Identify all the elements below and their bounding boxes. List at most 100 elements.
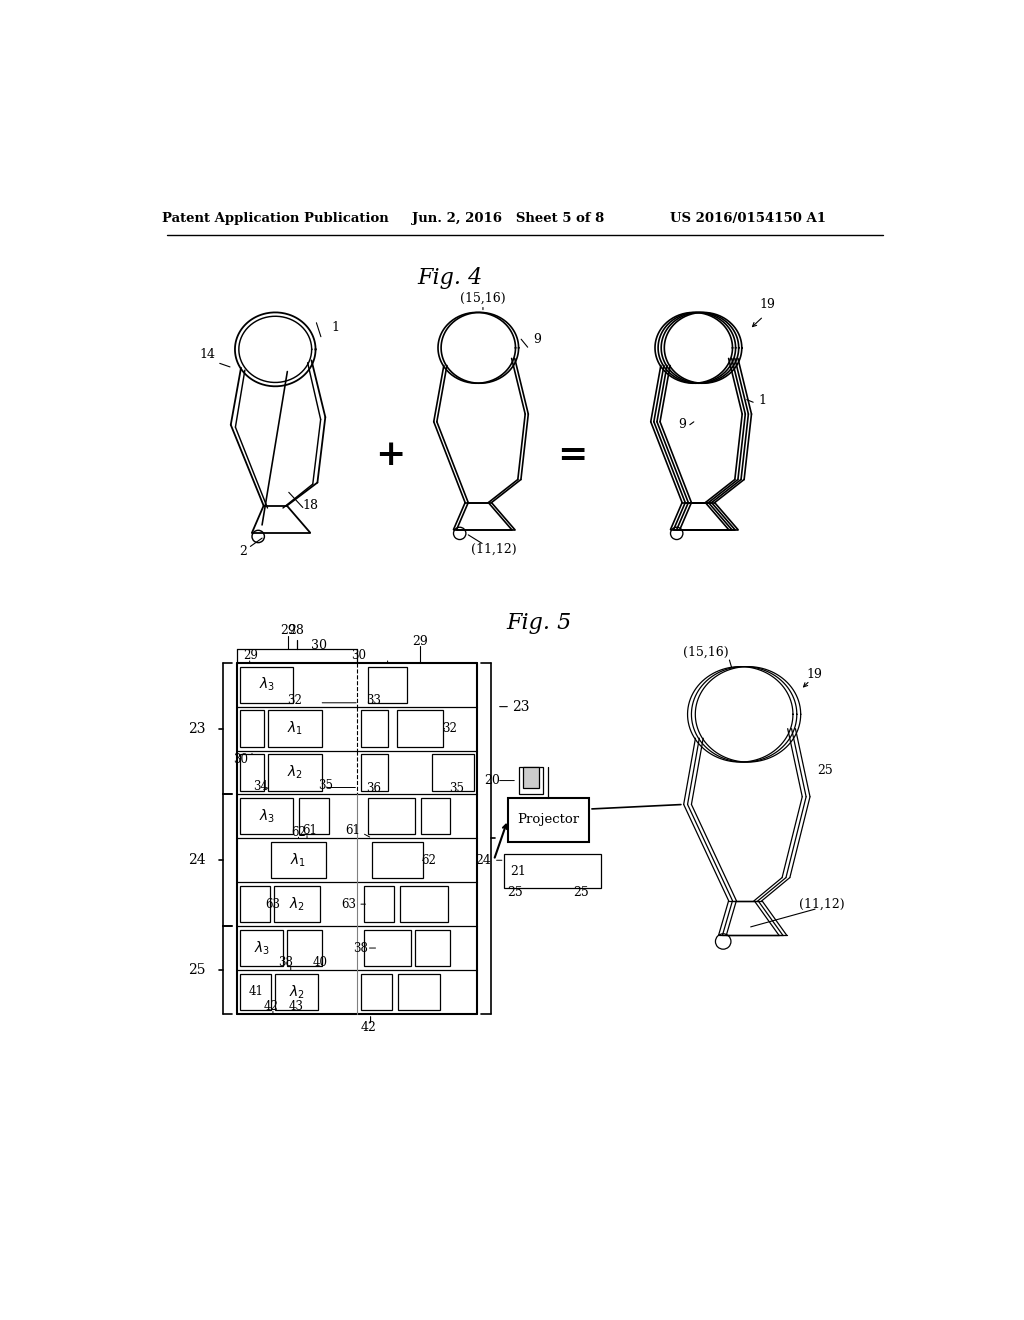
Text: =: = bbox=[557, 438, 587, 471]
Text: $\lambda_3$: $\lambda_3$ bbox=[259, 808, 274, 825]
Circle shape bbox=[454, 527, 466, 540]
Text: 42: 42 bbox=[264, 999, 279, 1012]
Text: 40: 40 bbox=[312, 956, 328, 969]
Text: 32: 32 bbox=[287, 694, 302, 708]
Text: 20: 20 bbox=[484, 774, 500, 787]
Text: US 2016/0154150 A1: US 2016/0154150 A1 bbox=[670, 213, 826, 224]
Text: 25: 25 bbox=[188, 964, 206, 977]
Text: 1: 1 bbox=[332, 321, 340, 334]
Bar bbox=[267, 710, 322, 747]
Text: (15,16): (15,16) bbox=[683, 647, 728, 659]
Text: 35: 35 bbox=[318, 779, 333, 792]
Bar bbox=[360, 755, 388, 791]
Circle shape bbox=[671, 527, 683, 540]
Text: 14: 14 bbox=[199, 348, 215, 362]
Bar bbox=[365, 929, 411, 966]
Text: 23: 23 bbox=[512, 700, 529, 714]
Bar bbox=[241, 974, 271, 1010]
Bar bbox=[271, 842, 326, 878]
Text: Fig. 4: Fig. 4 bbox=[417, 267, 482, 289]
Text: 34: 34 bbox=[254, 780, 268, 793]
Text: 29: 29 bbox=[243, 648, 258, 661]
Text: $\lambda_2$: $\lambda_2$ bbox=[289, 895, 305, 913]
Text: $\lambda_3$: $\lambda_3$ bbox=[259, 676, 274, 693]
Bar bbox=[299, 799, 329, 834]
Bar bbox=[287, 929, 322, 966]
Text: 29: 29 bbox=[281, 624, 296, 638]
Text: Fig. 5: Fig. 5 bbox=[506, 611, 571, 634]
Text: Patent Application Publication: Patent Application Publication bbox=[162, 213, 389, 224]
Bar bbox=[400, 886, 449, 923]
Bar bbox=[369, 799, 415, 834]
Text: 43: 43 bbox=[289, 999, 304, 1012]
Bar bbox=[504, 854, 601, 888]
Text: 24: 24 bbox=[187, 853, 206, 867]
Text: $\lambda_1$: $\lambda_1$ bbox=[291, 851, 306, 869]
Text: 23: 23 bbox=[188, 722, 206, 735]
Text: (15,16): (15,16) bbox=[460, 292, 506, 305]
Text: 2: 2 bbox=[239, 545, 247, 558]
Text: 21: 21 bbox=[510, 865, 526, 878]
Text: 62: 62 bbox=[421, 854, 436, 867]
Bar bbox=[421, 799, 451, 834]
Bar bbox=[241, 799, 293, 834]
Text: Jun. 2, 2016   Sheet 5 of 8: Jun. 2, 2016 Sheet 5 of 8 bbox=[412, 213, 604, 224]
Bar bbox=[241, 886, 270, 923]
Text: 25: 25 bbox=[508, 886, 523, 899]
Text: $\lambda_2$: $\lambda_2$ bbox=[289, 983, 304, 1001]
Text: 35: 35 bbox=[450, 781, 464, 795]
Circle shape bbox=[716, 933, 731, 949]
Bar bbox=[372, 842, 423, 878]
Text: 42: 42 bbox=[360, 1022, 376, 1035]
Text: 41: 41 bbox=[249, 986, 263, 998]
Text: +: + bbox=[375, 438, 406, 471]
Text: 38: 38 bbox=[353, 941, 369, 954]
Bar bbox=[241, 755, 263, 791]
Text: 61: 61 bbox=[302, 824, 317, 837]
Bar bbox=[369, 667, 407, 702]
Bar bbox=[397, 974, 440, 1010]
Text: $\lambda_1$: $\lambda_1$ bbox=[287, 719, 303, 738]
Text: 25: 25 bbox=[817, 764, 834, 777]
Bar bbox=[360, 974, 391, 1010]
Bar bbox=[360, 710, 388, 747]
Text: 19: 19 bbox=[760, 298, 775, 312]
Text: $\lambda_2$: $\lambda_2$ bbox=[287, 764, 303, 781]
Bar bbox=[523, 767, 539, 788]
Text: 30: 30 bbox=[233, 754, 248, 767]
Bar bbox=[365, 886, 394, 923]
Text: 63: 63 bbox=[342, 898, 356, 911]
Bar bbox=[267, 755, 322, 791]
Text: 24: 24 bbox=[475, 854, 490, 867]
Bar bbox=[519, 767, 543, 793]
Text: Projector: Projector bbox=[517, 813, 580, 826]
Bar bbox=[241, 710, 263, 747]
Text: (11,12): (11,12) bbox=[471, 543, 517, 556]
Bar bbox=[275, 974, 317, 1010]
Text: 18: 18 bbox=[302, 499, 318, 512]
Circle shape bbox=[252, 531, 264, 543]
Text: 30: 30 bbox=[351, 648, 366, 661]
Text: 19: 19 bbox=[806, 668, 822, 681]
Text: 32: 32 bbox=[442, 722, 457, 735]
Text: 9: 9 bbox=[534, 333, 541, 346]
Text: 38: 38 bbox=[278, 956, 293, 969]
Text: 36: 36 bbox=[367, 781, 382, 795]
Text: 30: 30 bbox=[311, 639, 328, 652]
Text: 29: 29 bbox=[413, 635, 428, 648]
Text: 63: 63 bbox=[265, 898, 281, 911]
Text: $\lambda_3$: $\lambda_3$ bbox=[254, 940, 269, 957]
Text: (11,12): (11,12) bbox=[799, 898, 845, 911]
Text: 61: 61 bbox=[346, 824, 360, 837]
Bar bbox=[508, 797, 589, 842]
Text: 62: 62 bbox=[291, 825, 306, 838]
Text: 1: 1 bbox=[758, 395, 766, 408]
Text: 33: 33 bbox=[367, 694, 382, 708]
Text: 28: 28 bbox=[289, 624, 304, 638]
Bar bbox=[415, 929, 450, 966]
Bar bbox=[241, 929, 283, 966]
Bar bbox=[432, 755, 474, 791]
Text: 25: 25 bbox=[573, 886, 589, 899]
Bar bbox=[273, 886, 321, 923]
Bar bbox=[397, 710, 443, 747]
